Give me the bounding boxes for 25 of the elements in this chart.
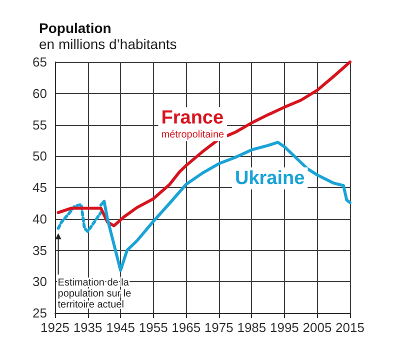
x-tick-label: 1955 — [138, 320, 168, 335]
y-tick-label: 30 — [32, 274, 47, 290]
line-series — [56, 202, 102, 233]
x-tick-label: 2005 — [302, 320, 332, 335]
y-tick-label: 65 — [32, 54, 47, 70]
series-label: Ukraine — [235, 168, 305, 189]
chart-subtitle: en millions d’habitants — [39, 36, 177, 52]
y-tick-label: 55 — [32, 117, 47, 132]
y-tick-label: 45 — [32, 180, 47, 195]
y-tick-label: 35 — [32, 242, 47, 258]
x-tick-label: 1965 — [172, 320, 201, 335]
x-tick-label: 1945 — [106, 320, 136, 335]
x-tick-label: 1985 — [237, 320, 266, 335]
x-tick-label: 1975 — [204, 320, 234, 335]
x-tick-label: 1995 — [270, 320, 299, 335]
x-tick-label: 2015 — [336, 320, 364, 335]
series-label: France métropolitaine — [161, 108, 224, 141]
y-tick-label: 40 — [32, 211, 47, 226]
x-tick-label: 1925 — [40, 320, 70, 335]
line-series — [99, 140, 352, 272]
y-tick-label: 50 — [32, 148, 47, 164]
x-tick-label: 1935 — [73, 320, 102, 335]
y-tick-label: 25 — [32, 306, 47, 320]
y-tick-label: 60 — [32, 86, 47, 101]
chart-title: Population — [39, 20, 112, 36]
